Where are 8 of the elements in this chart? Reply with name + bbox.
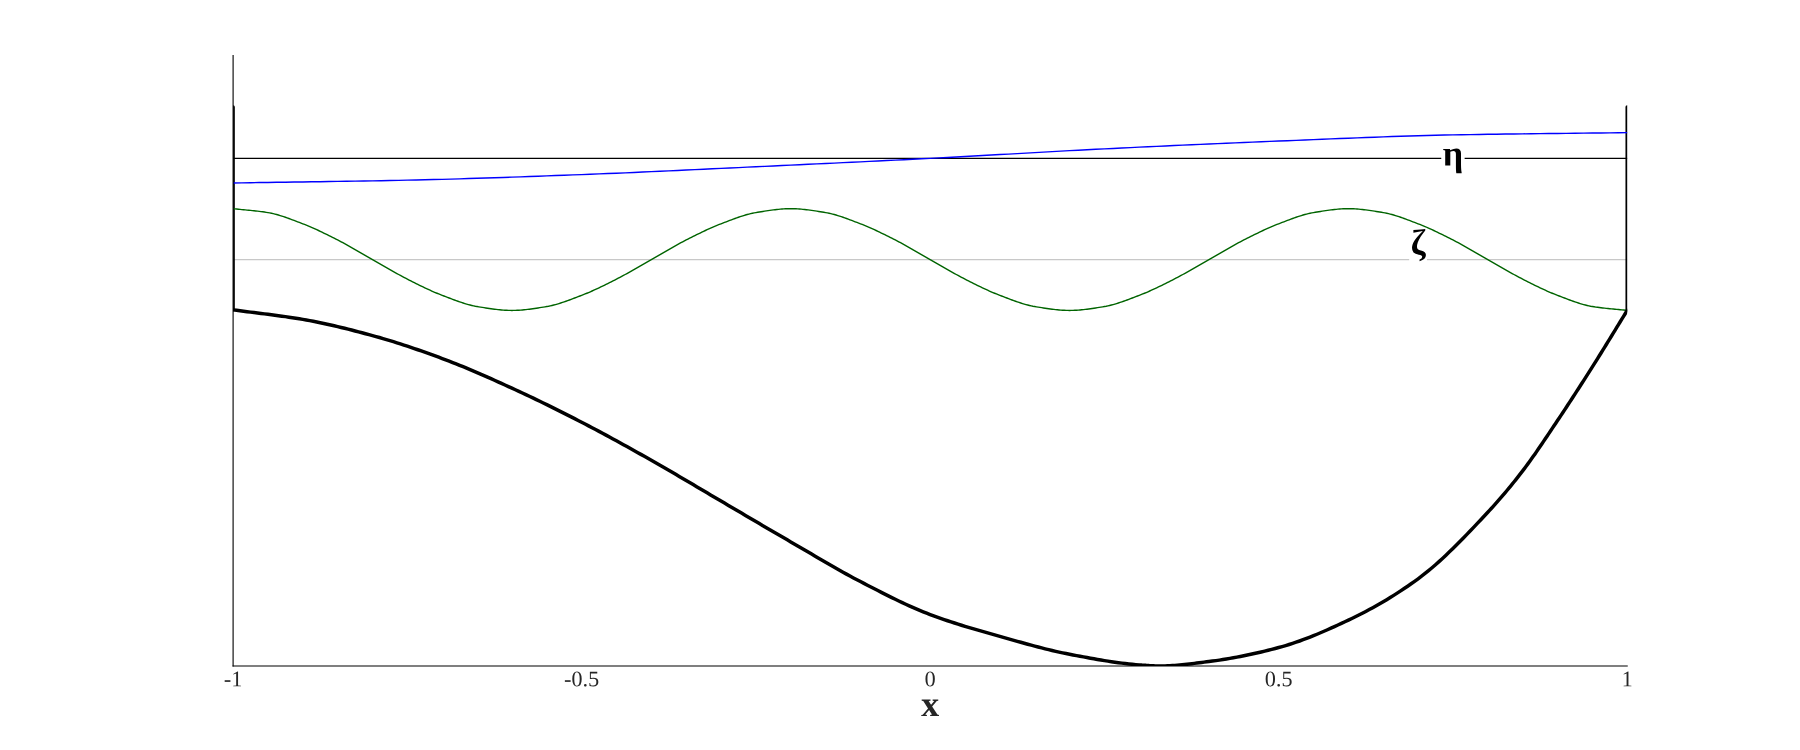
x-axis-title: x [921,699,939,717]
x-tick-label: 0 [925,671,935,687]
x-tick-label: 1 [1623,671,1632,687]
series-label: η [1443,148,1462,174]
x-tick-label: -1 [224,671,242,687]
x-tick-label: 0.5 [1265,671,1292,687]
x-tick-label: -0.5 [564,671,599,687]
series-label: ζ [1412,229,1426,262]
